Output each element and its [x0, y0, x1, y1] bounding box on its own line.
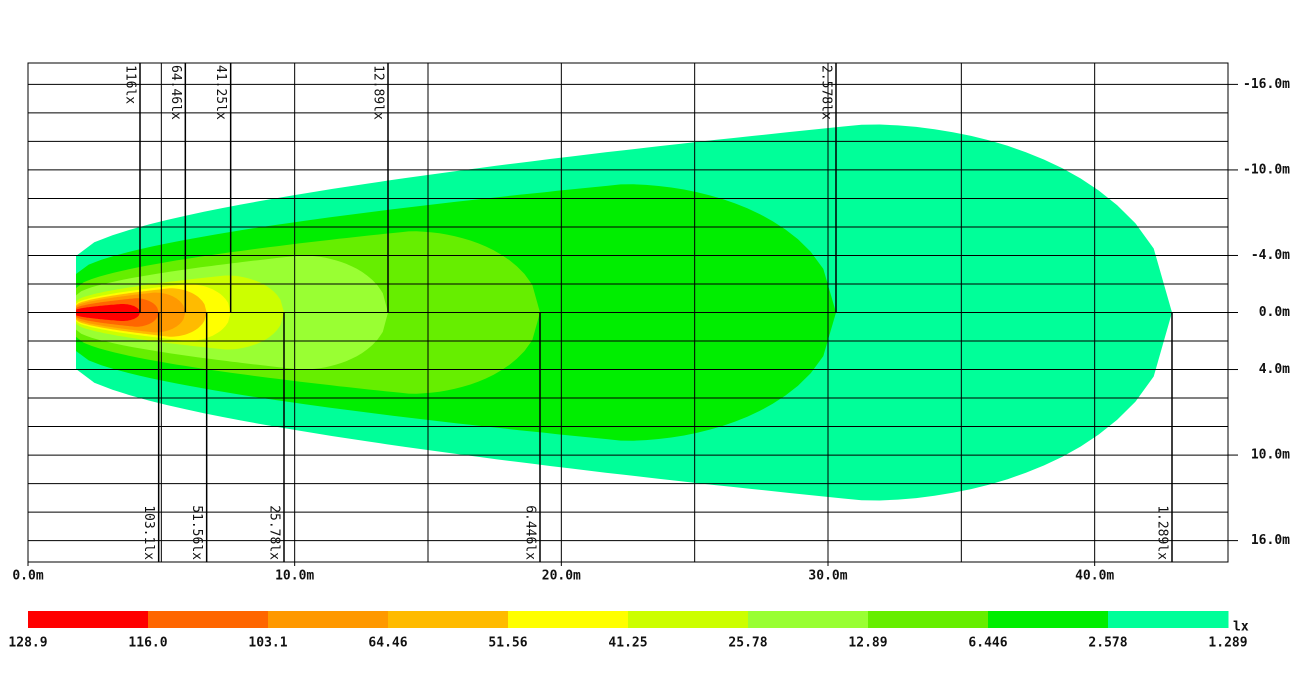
- x-tick-label: 20.0m: [542, 569, 581, 584]
- contour-label: 51.56lx: [189, 505, 204, 560]
- colorbar-segment: [508, 611, 629, 628]
- contour-label: 103.1lx: [141, 505, 156, 560]
- contour-label: 12.89lx: [371, 65, 386, 120]
- contour-label: 41.25lx: [213, 65, 228, 120]
- x-tick-label: 40.0m: [1075, 569, 1114, 584]
- colorbar-label: 25.78: [728, 636, 767, 651]
- y-tick-label: 10.0m: [1251, 448, 1290, 463]
- colorbar-segment: [268, 611, 389, 628]
- colorbar-label: 2.578: [1088, 636, 1127, 651]
- contour-label: 25.78lx: [267, 505, 282, 560]
- contour-label: 64.46lx: [168, 65, 183, 120]
- colorbar-segment: [388, 611, 509, 628]
- x-tick-label: 0.0m: [12, 569, 43, 584]
- colorbar-segment: [868, 611, 989, 628]
- colorbar-label: 116.0: [128, 636, 167, 651]
- colorbar-label: 1.289: [1208, 636, 1247, 651]
- y-tick-label: -16.0m: [1243, 77, 1290, 92]
- y-tick-label: 16.0m: [1251, 533, 1290, 548]
- x-tick-label: 10.0m: [275, 569, 314, 584]
- colorbar-segment: [1108, 611, 1229, 628]
- contour-label: 1.289lx: [1155, 505, 1170, 560]
- colorbar-label: 128.9: [8, 636, 47, 651]
- colorbar-segment: [148, 611, 269, 628]
- x-tick-label: 30.0m: [808, 569, 847, 584]
- colorbar-segment: [748, 611, 869, 628]
- contour-label: 2.578lx: [819, 65, 834, 120]
- colorbar-label: 103.1: [248, 636, 287, 651]
- contour-label: 116lx: [123, 65, 138, 104]
- y-tick-label: -4.0m: [1251, 248, 1290, 263]
- colorbar-label: 64.46: [368, 636, 407, 651]
- colorbar-label: 51.56: [488, 636, 527, 651]
- colorbar-unit: lx: [1233, 620, 1249, 635]
- y-tick-label: 0.0m: [1259, 305, 1290, 320]
- y-tick-label: -10.0m: [1243, 162, 1290, 177]
- y-tick-label: 4.0m: [1259, 362, 1290, 377]
- colorbar-segment: [28, 611, 149, 628]
- colorbar-label: 12.89: [848, 636, 887, 651]
- colorbar-label: 41.25: [608, 636, 647, 651]
- contour-label: 6.446lx: [523, 505, 538, 560]
- colorbar-segment: [988, 611, 1109, 628]
- colorbar-label: 6.446: [968, 636, 1007, 651]
- colorbar-segment: [628, 611, 749, 628]
